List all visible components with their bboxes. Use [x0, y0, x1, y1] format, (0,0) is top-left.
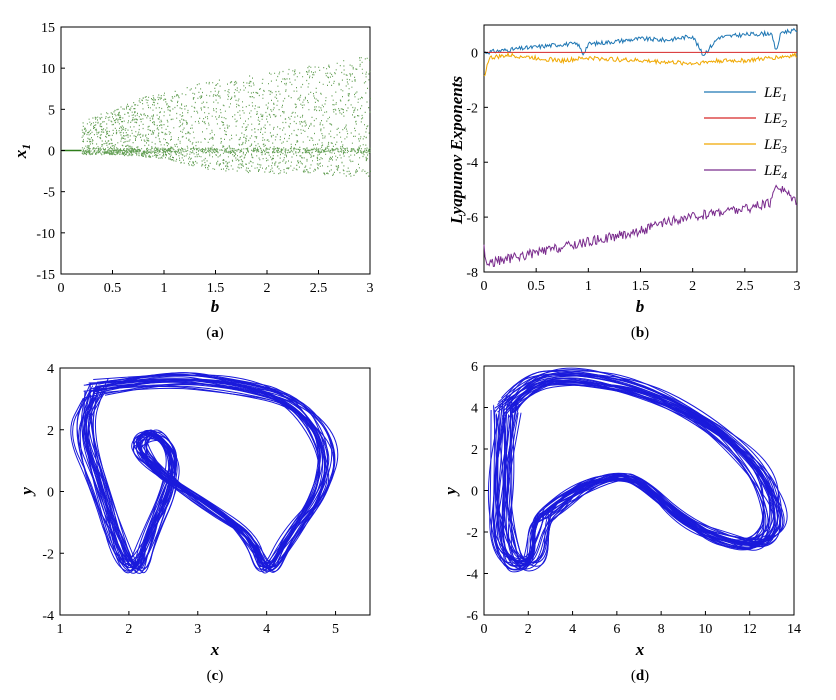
x-ticks-b: 0 0.5 1 1.5 2 2.5 3 [481, 268, 801, 294]
y-tick-label-b: -6 [466, 211, 478, 226]
x-tick-label-c: 4 [263, 622, 270, 637]
x-tick-label-d: 12 [743, 622, 757, 637]
x-tick-label-a: 0.5 [104, 281, 122, 296]
x-ticks-d: 0 2 4 6 8 10 12 14 [481, 611, 801, 637]
x-tick-label-a: 0 [58, 281, 65, 296]
y-tick-label-b: -4 [466, 156, 478, 171]
x-tick-label-d: 10 [698, 622, 712, 637]
legend-label-le3: LE3 [763, 137, 788, 156]
y-tick-label-d: -4 [466, 568, 478, 583]
y-tick-label-a: 15 [41, 21, 55, 36]
y-axis-label-c: y [17, 487, 36, 497]
attractor-curve-d [487, 367, 788, 573]
trajectory-loop-c [72, 376, 336, 572]
panel-c-attractor: 1 2 3 4 5 -4 -2 0 2 4 x y (c) [17, 362, 371, 684]
plot-frame-d [483, 365, 795, 616]
trajectory-loop-d [492, 379, 782, 563]
y-axis-label-d: y [441, 487, 460, 497]
y-tick-label-d: 4 [471, 402, 478, 417]
panel-a-bifurcation: 0 0.5 1 1.5 2 2.5 3 -15 -10 -5 0 5 10 15 b x1 (a) [11, 21, 374, 341]
x-tick-label-b: 0 [481, 279, 488, 294]
y-tick-label-a: -5 [43, 186, 55, 201]
x-tick-label-b: 2.5 [736, 279, 754, 294]
legend-label-le1: LE1 [763, 85, 787, 104]
y-tick-label-c: 2 [47, 424, 54, 439]
y-tick-label-a: -15 [36, 268, 55, 283]
trajectory-loop-c [76, 372, 326, 574]
y-tick-label-d: -2 [466, 526, 478, 541]
x-tick-label-d: 0 [481, 622, 488, 637]
series-line-le1 [483, 27, 798, 56]
x-ticks-c: 1 2 3 4 5 [57, 611, 339, 637]
x-tick-label-d: 4 [569, 622, 576, 637]
y-tick-label-a: -10 [36, 227, 55, 242]
x-tick-label-b: 1.5 [632, 279, 650, 294]
x-tick-label-b: 0.5 [527, 279, 545, 294]
x-tick-label-a: 2.5 [310, 281, 328, 296]
x-axis-label-c: x [210, 640, 220, 659]
x-ticks-a: 0 0.5 1 1.5 2 2.5 3 [58, 270, 374, 296]
panel-b-lyapunov: 0 0.5 1 1.5 2 2.5 3 -8 -6 -4 -2 0 LE1 LE2 LE3 LE4 b L… [447, 24, 801, 341]
trajectory-loop-d [500, 375, 776, 570]
x-tick-label-b: 1 [585, 279, 592, 294]
x-tick-label-d: 8 [658, 622, 665, 637]
caption-a: (a) [206, 325, 224, 341]
y-tick-label-d: 6 [471, 360, 478, 375]
x-tick-label-c: 2 [125, 622, 132, 637]
x-axis-label-b: b [636, 297, 645, 316]
y-tick-label-c: 4 [47, 362, 54, 377]
x-tick-label-b: 3 [794, 279, 801, 294]
x-tick-label-a: 3 [367, 281, 374, 296]
y-axis-label-a: x1 [11, 144, 33, 160]
y-axis-label-b: Lyapunov Exponents [447, 76, 466, 226]
x-tick-label-a: 1 [161, 281, 168, 296]
y-ticks-a: -15 -10 -5 0 5 10 15 [36, 21, 65, 283]
caption-b: (b) [631, 325, 649, 341]
panel-d-attractor: 0 2 4 6 8 10 12 14 -6 -4 -2 0 2 4 6 x y (d) [441, 360, 801, 684]
y-ticks-c: -4 -2 0 2 4 [42, 362, 64, 624]
x-axis-label-d: x [635, 640, 645, 659]
attractor-curve-c [70, 372, 339, 574]
trajectory-loop-c [85, 387, 321, 562]
y-tick-label-b: -8 [466, 266, 478, 281]
y-tick-label-d: -6 [466, 609, 478, 624]
y-ticks-b: -8 -6 -4 -2 0 [466, 46, 488, 281]
caption-d: (d) [631, 668, 649, 684]
y-tick-label-d: 2 [471, 443, 478, 458]
caption-c: (c) [207, 668, 224, 684]
y-tick-label-d: 0 [471, 485, 478, 500]
legend-label-le2: LE2 [763, 111, 788, 130]
bifurcation-dots [81, 57, 371, 177]
trajectory-loop-c [88, 381, 324, 569]
y-tick-label-c: -4 [42, 609, 54, 624]
y-tick-label-a: 10 [41, 62, 55, 77]
y-ticks-d: -6 -4 -2 0 2 4 6 [466, 360, 488, 624]
y-tick-label-c: 0 [47, 486, 54, 501]
y-tick-label-c: -2 [42, 547, 54, 562]
x-tick-label-b: 2 [689, 279, 696, 294]
y-tick-label-a: 0 [48, 145, 55, 160]
series-line-le4 [483, 184, 798, 267]
x-tick-label-d: 6 [613, 622, 620, 637]
x-tick-label-a: 2 [264, 281, 271, 296]
x-tick-label-c: 3 [194, 622, 201, 637]
x-tick-label-d: 2 [525, 622, 532, 637]
trajectory-loop-d [504, 382, 769, 564]
y-tick-label-b: 0 [471, 46, 478, 61]
legend-b: LE1 LE2 LE3 LE4 [704, 85, 788, 182]
legend-label-le4: LE4 [763, 163, 788, 182]
x-tick-label-d: 14 [787, 622, 801, 637]
y-tick-label-a: 5 [48, 103, 55, 118]
x-tick-label-c: 1 [57, 622, 64, 637]
x-tick-label-a: 1.5 [207, 281, 225, 296]
trajectory-loop-c [89, 374, 329, 574]
trajectory-loop-d [495, 383, 778, 562]
series-line-le3 [483, 51, 798, 77]
y-tick-label-b: -2 [466, 101, 478, 116]
x-tick-label-c: 5 [332, 622, 339, 637]
lyapunov-series [483, 27, 798, 267]
plot-frame-c [59, 367, 371, 616]
x-axis-label-a: b [211, 297, 220, 316]
